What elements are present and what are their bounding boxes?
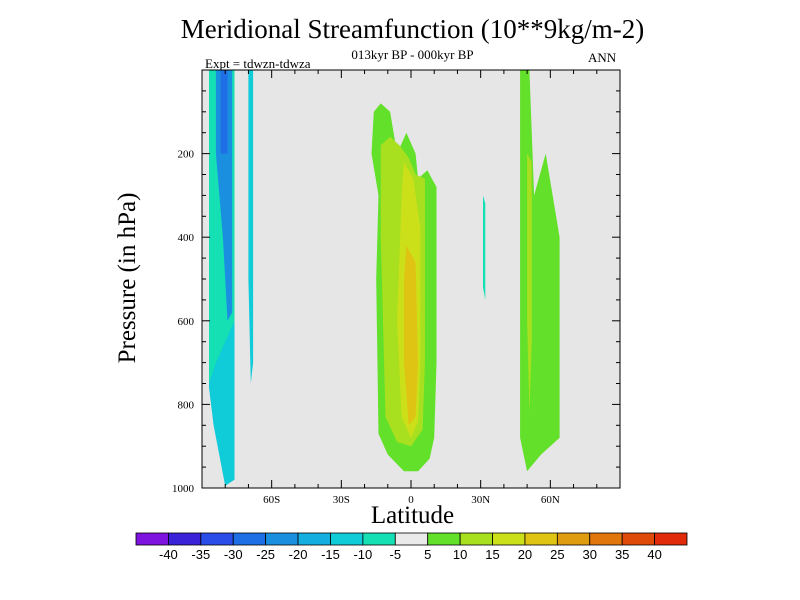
colorbar-swatch [654,532,688,546]
contour-region-10 [527,153,532,413]
colorbar-swatch [427,532,461,546]
season-label: ANN [588,50,617,65]
colorbar-label: -40 [159,547,178,562]
colorbar-label: 10 [453,547,467,562]
colorbar-label: -35 [191,547,210,562]
chart-subtitle: 013kyr BP - 000kyr BP [351,47,474,62]
x-tick-label: 60N [541,494,560,506]
y-tick-label: 400 [178,232,195,244]
colorbar-swatch [362,532,396,546]
contour-region-11 [483,195,486,300]
contour-region-4 [248,70,254,384]
colorbar-label: 15 [485,547,499,562]
colorbar-swatch [135,532,169,546]
colorbar-label: 5 [424,547,431,562]
chart-title: Meridional Streamfunction (10**9kg/m-2) [180,14,645,44]
colorbar-swatch [330,532,364,546]
colorbar-swatch [459,532,493,546]
colorbar-label: 25 [550,547,564,562]
colorbar: -40 -35 -30 -25 -20 -15 -10 -5 5 10 15 20 25 30 35 40 [135,532,688,562]
plot-area: 200 400 600 800 1000 60S 30S 0 30N 60N [172,69,621,506]
colorbar-swatch [524,532,558,546]
colorbar-swatch [492,532,526,546]
x-tick-label: 0 [408,494,414,506]
contour-region-8 [404,245,418,426]
colorbar-swatch [589,532,623,546]
x-tick-label: 30N [471,494,490,506]
colorbar-label: -15 [321,547,340,562]
y-tick-label: 1000 [172,483,195,495]
colorbar-label: 35 [615,547,629,562]
colorbar-label: 40 [647,547,661,562]
colorbar-label: -30 [224,547,243,562]
colorbar-label: -20 [289,547,308,562]
colorbar-swatch [621,532,655,546]
colorbar-label: 30 [583,547,597,562]
x-tick-label: 30S [333,494,350,506]
colorbar-label: -10 [353,547,372,562]
colorbar-swatch [168,532,202,546]
y-tick-label: 200 [178,149,195,161]
contour-region-2 [215,70,233,321]
colorbar-swatch [556,532,591,546]
contour-region-3 [220,70,228,154]
y-tick-label: 800 [178,399,195,411]
colorbar-swatch [265,532,299,546]
colorbar-swatch [394,532,429,546]
colorbar-swatch [232,532,267,546]
y-tick-label: 600 [178,316,195,328]
experiment-label: Expt = tdwzn-tdwza [205,56,311,71]
colorbar-swatch [200,532,234,546]
colorbar-swatch [297,532,331,546]
colorbar-label: -25 [256,547,275,562]
x-axis-label: Latitude [370,502,455,529]
colorbar-label: 20 [518,547,532,562]
colorbar-label: -5 [390,547,402,562]
x-tick-label: 60S [263,494,280,506]
